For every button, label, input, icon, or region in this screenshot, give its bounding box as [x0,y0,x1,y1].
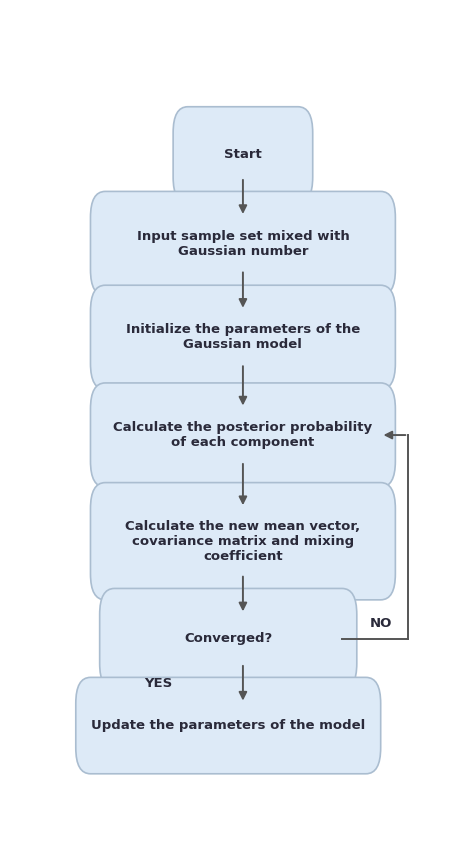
Text: Calculate the posterior probability
of each component: Calculate the posterior probability of e… [113,421,373,449]
Text: NO: NO [370,618,392,630]
Text: Input sample set mixed with
Gaussian number: Input sample set mixed with Gaussian num… [137,229,349,257]
FancyBboxPatch shape [76,678,381,774]
FancyBboxPatch shape [100,589,357,689]
FancyBboxPatch shape [91,191,395,295]
FancyBboxPatch shape [91,482,395,600]
Text: Initialize the parameters of the
Gaussian model: Initialize the parameters of the Gaussia… [126,323,360,351]
Text: YES: YES [144,677,173,689]
Text: Converged?: Converged? [184,633,273,645]
FancyBboxPatch shape [173,107,313,203]
Text: Update the parameters of the model: Update the parameters of the model [91,719,365,732]
Text: Calculate the new mean vector,
covariance matrix and mixing
coefficient: Calculate the new mean vector, covarianc… [125,519,361,563]
Text: Start: Start [224,148,262,162]
FancyBboxPatch shape [91,285,395,389]
FancyBboxPatch shape [91,383,395,487]
